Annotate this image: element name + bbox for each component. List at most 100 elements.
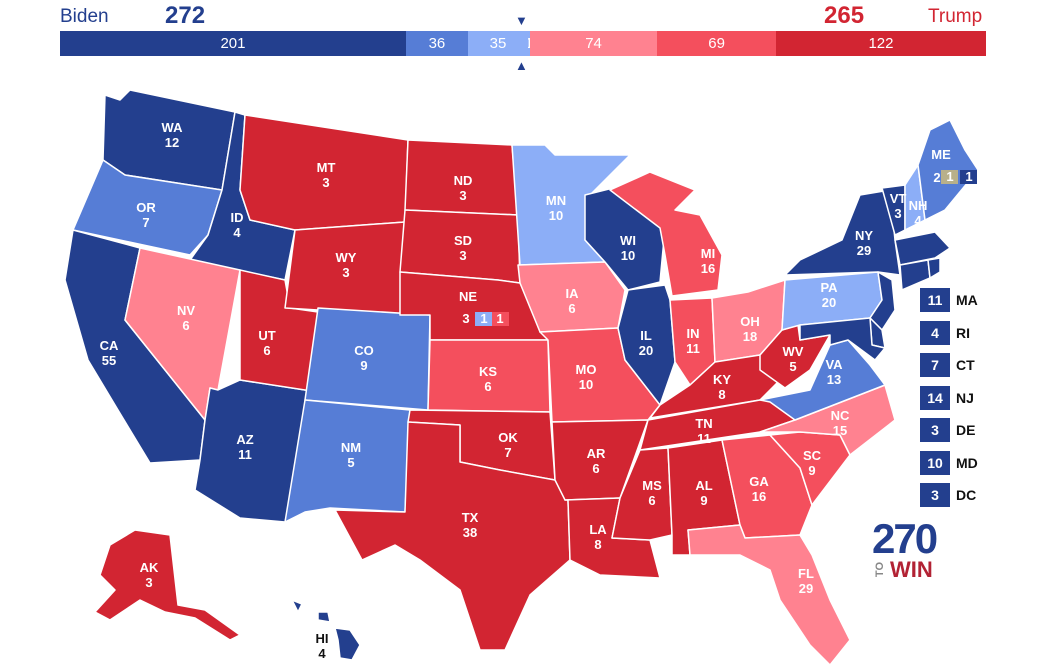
bar-segment-6: 122: [775, 31, 986, 56]
state-abbr-LA: LA: [589, 522, 607, 537]
state-abbr-KS: KS: [479, 364, 497, 379]
small-state-ev-DC[interactable]: 3: [920, 483, 950, 507]
state-AK[interactable]: [94, 529, 241, 641]
small-state-abbr-DE: DE: [956, 422, 976, 438]
state-ev-IN: 11: [686, 341, 700, 356]
state-abbr-MS: MS: [642, 478, 662, 493]
state-abbr-KY: KY: [713, 372, 731, 387]
ne-district-2-box: [492, 312, 509, 326]
state-abbr-OK: OK: [498, 430, 518, 445]
state-abbr-PA: PA: [820, 280, 838, 295]
state-abbr-OH: OH: [740, 314, 760, 329]
state-FL[interactable]: [687, 524, 851, 666]
small-state-abbr-DC: DC: [956, 487, 977, 503]
state-abbr-NE: NE: [459, 289, 477, 304]
state-CT[interactable]: [899, 259, 931, 291]
state-abbr-WY: WY: [336, 250, 357, 265]
state-ev-SD: 3: [459, 248, 466, 263]
state-MA[interactable]: [894, 231, 951, 266]
state-abbr-ND: ND: [454, 173, 473, 188]
state-abbr-SC: SC: [803, 448, 822, 463]
ne-atlarge-ev: 3: [462, 311, 469, 326]
me-district-1-ev: 1: [946, 169, 953, 184]
state-ev-KS: 6: [484, 379, 491, 394]
small-state-ev-MD[interactable]: 10: [920, 450, 950, 475]
state-abbr-MO: MO: [576, 362, 597, 377]
state-abbr-IA: IA: [566, 286, 580, 301]
state-abbr-TX: TX: [462, 510, 479, 525]
state-ev-NV: 6: [182, 318, 189, 333]
state-ev-VA: 13: [827, 372, 841, 387]
small-state-ev-RI[interactable]: 4: [920, 320, 950, 345]
state-abbr-IN: IN: [687, 326, 700, 341]
state-ev-MO: 10: [579, 377, 593, 392]
state-ev-IL: 20: [639, 343, 653, 358]
state-abbr-MN: MN: [546, 193, 566, 208]
state-ev-MS: 6: [648, 493, 655, 508]
state-IL[interactable]: [617, 284, 676, 406]
state-NC[interactable]: [759, 384, 896, 456]
small-state-abbr-MA: MA: [956, 292, 978, 308]
state-RI[interactable]: [927, 257, 941, 279]
me-district-2-box: [960, 170, 977, 184]
state-ev-OH: 18: [743, 329, 757, 344]
logo-win: WIN: [890, 557, 933, 582]
state-abbr-WV: WV: [783, 344, 804, 359]
state-ev-AK: 3: [145, 575, 152, 590]
state-abbr-NV: NV: [177, 303, 195, 318]
ne-district-1-ev: 1: [480, 311, 487, 326]
bar-segment-0: 201: [60, 31, 406, 56]
bar-segment-4: 74: [529, 31, 658, 56]
state-abbr-VT: VT: [890, 191, 907, 206]
state-VA[interactable]: [759, 339, 886, 421]
state-ev-TX: 38: [463, 525, 477, 540]
small-state-ev-NJ[interactable]: 14: [920, 385, 950, 410]
state-ev-FL: 29: [799, 581, 813, 596]
bar-segment-1: 36: [405, 31, 468, 56]
electoral-vote-bar: 201363517469122: [60, 31, 986, 56]
state-abbr-TN: TN: [695, 416, 712, 431]
state-ev-TN: 11: [697, 431, 711, 446]
small-state-abbr-MD: MD: [956, 454, 978, 471]
state-abbr-IL: IL: [640, 328, 652, 343]
state-abbr-VA: VA: [825, 357, 843, 372]
state-ev-NM: 5: [347, 455, 354, 470]
state-ev-MI: 16: [701, 261, 715, 276]
state-ev-MN: 10: [549, 208, 563, 223]
state-TX[interactable]: [334, 421, 571, 651]
state-abbr-UT: UT: [258, 328, 275, 343]
me-district-1-box: [941, 170, 958, 184]
state-ev-ID: 4: [233, 225, 241, 240]
state-ev-IA: 6: [568, 301, 575, 316]
small-state-ev-MA[interactable]: 11: [920, 288, 950, 312]
state-abbr-NC: NC: [831, 408, 850, 423]
logo-number: 270: [872, 515, 938, 562]
dem-electoral-total: 272: [165, 2, 206, 29]
state-MI[interactable]: [609, 171, 723, 297]
small-state-ev-CT[interactable]: 7: [920, 353, 950, 377]
logo-to: TO: [874, 562, 886, 578]
state-ev-MT: 3: [322, 175, 329, 190]
state-ev-LA: 8: [594, 537, 601, 552]
270towin-logo: 270 TO WIN: [872, 518, 952, 584]
state-ev-OR: 7: [142, 215, 149, 230]
state-ev-OK: 7: [504, 445, 511, 460]
state-OR[interactable]: [72, 159, 223, 256]
270-marker-top-icon: ▼: [515, 13, 528, 28]
state-abbr-AR: AR: [587, 446, 606, 461]
me-district-2-ev: 1: [965, 169, 972, 184]
state-ev-AR: 6: [592, 461, 599, 476]
state-MD[interactable]: [799, 317, 886, 361]
rep-candidate-name: Trump: [928, 6, 983, 27]
state-NY[interactable]: [784, 189, 901, 276]
state-ev-KY: 8: [718, 387, 725, 402]
us-electoral-map: WA12OR7CA55ID4NV6AZ11UT6MT3WY3CO9NM5ND3S…: [64, 89, 979, 666]
ne-district-1-box: [475, 312, 492, 326]
state-HI[interactable]: [291, 599, 361, 661]
rep-electoral-total: 265: [824, 2, 865, 29]
state-abbr-CA: CA: [100, 338, 119, 353]
small-state-ev-DE[interactable]: 3: [920, 418, 950, 442]
state-ev-UT: 6: [263, 343, 270, 358]
state-abbr-OR: OR: [136, 200, 156, 215]
state-abbr-GA: GA: [749, 474, 769, 489]
